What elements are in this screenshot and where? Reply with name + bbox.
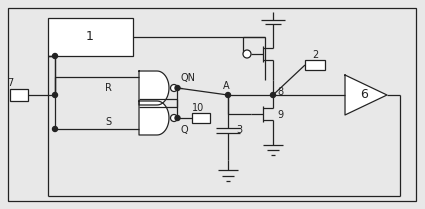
- Text: 10: 10: [192, 103, 204, 113]
- Bar: [48, 18, 133, 56]
- Circle shape: [53, 93, 57, 98]
- Bar: [192, 113, 210, 123]
- Polygon shape: [139, 71, 169, 105]
- Text: A: A: [223, 81, 230, 91]
- Circle shape: [170, 84, 178, 92]
- Text: 3: 3: [236, 125, 242, 135]
- Bar: [305, 60, 325, 70]
- Circle shape: [270, 93, 275, 98]
- Text: 2: 2: [312, 50, 318, 60]
- Circle shape: [175, 85, 180, 90]
- Polygon shape: [345, 75, 387, 115]
- Circle shape: [53, 126, 57, 131]
- Circle shape: [226, 93, 230, 98]
- Circle shape: [243, 50, 251, 58]
- Text: 7: 7: [7, 78, 13, 88]
- Bar: [10, 89, 28, 101]
- Text: S: S: [106, 117, 112, 127]
- Text: QN: QN: [181, 73, 196, 83]
- Text: 9: 9: [277, 110, 283, 120]
- Text: R: R: [105, 83, 112, 93]
- Polygon shape: [139, 101, 169, 135]
- Text: 8: 8: [277, 87, 283, 97]
- Text: 6: 6: [360, 88, 368, 102]
- Text: Q: Q: [181, 125, 188, 135]
- Circle shape: [53, 54, 57, 59]
- Circle shape: [170, 115, 178, 121]
- Text: 1: 1: [86, 31, 94, 43]
- Circle shape: [175, 116, 180, 121]
